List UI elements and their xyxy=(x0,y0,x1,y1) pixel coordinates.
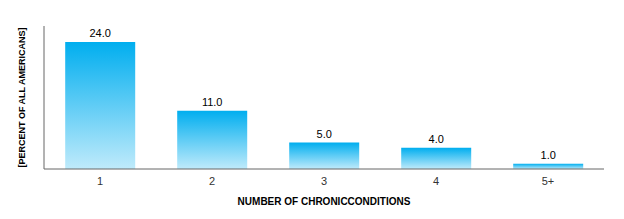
svg-text:2: 2 xyxy=(209,175,215,187)
svg-text:1.0: 1.0 xyxy=(541,149,556,161)
svg-text:24.0: 24.0 xyxy=(89,27,110,39)
svg-text:11.0: 11.0 xyxy=(202,96,223,108)
svg-text:1: 1 xyxy=(97,175,103,187)
svg-text:5.0: 5.0 xyxy=(317,128,332,140)
svg-text:4: 4 xyxy=(433,175,439,187)
svg-text:[PERCENT OF ALL AMERICANS]: [PERCENT OF ALL AMERICANS] xyxy=(17,27,27,167)
svg-text:5+: 5+ xyxy=(542,175,555,187)
svg-text:NUMBER OF CHRONICCONDITIONS: NUMBER OF CHRONICCONDITIONS xyxy=(238,196,411,207)
svg-text:4.0: 4.0 xyxy=(429,133,444,145)
svg-text:3: 3 xyxy=(321,175,327,187)
